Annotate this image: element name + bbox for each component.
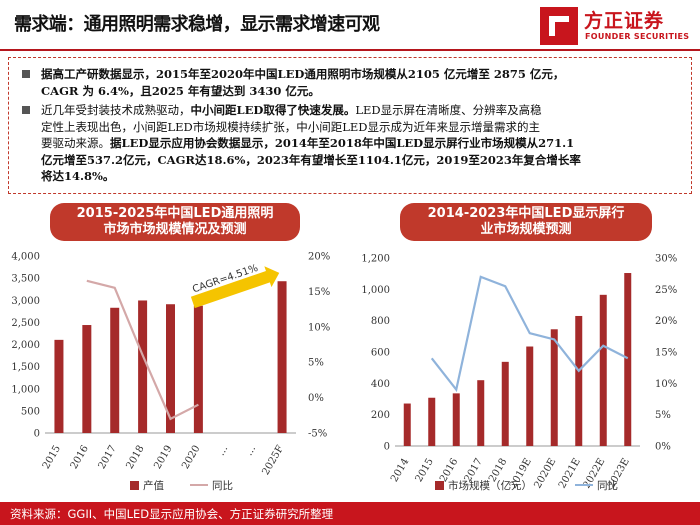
bullet-2-line-1a: 近几年受封装技术成熟驱动， xyxy=(41,103,191,117)
y-left-tick-label: 1,500 xyxy=(11,362,40,373)
y-left-tick-label: 0 xyxy=(384,442,390,453)
bar xyxy=(550,329,558,446)
y-right-tick-label: 5% xyxy=(308,358,324,369)
y-left-tick-label: 400 xyxy=(371,379,390,390)
bullet-1-line-2: CAGR 为 6.4%，且2025 年有望达到 3430 亿元。 xyxy=(41,83,320,98)
y-right-tick-label: 5% xyxy=(655,410,671,421)
y-left-tick-label: 1,200 xyxy=(361,254,390,265)
legend-label: 同比 xyxy=(597,479,618,492)
x-tick-label: 2016 xyxy=(69,444,91,472)
logo-en: FOUNDER SECURITIES xyxy=(585,32,690,41)
title-rule xyxy=(0,49,700,51)
x-tick-label: 2019 xyxy=(152,444,174,472)
y-left-tick-label: 600 xyxy=(371,348,390,359)
bar xyxy=(403,403,411,446)
legend-label: 产值 xyxy=(143,479,164,492)
y-right-tick-label: 20% xyxy=(655,316,677,327)
bar xyxy=(428,397,436,446)
y-right-tick-label: 25% xyxy=(655,285,677,296)
x-tick-label: 2014 xyxy=(389,457,411,485)
y-left-tick-label: 800 xyxy=(371,316,390,327)
bar xyxy=(624,273,632,446)
y-left-tick-label: 3,000 xyxy=(11,296,40,307)
y-right-tick-label: -5% xyxy=(308,429,327,440)
summary-box: 据高工产研数据显示，2015年至2020年中国LED通用照明市场规模从2105 … xyxy=(8,57,692,194)
bar xyxy=(166,304,175,433)
source-note: 资料来源：GGII、中国LED显示应用协会、方正证券研究所整理 xyxy=(10,507,334,521)
bar xyxy=(277,281,287,433)
y-left-tick-label: 2,500 xyxy=(11,318,40,329)
bullet-1: 据高工产研数据显示，2015年至2020年中国LED通用照明市场规模从2105 … xyxy=(19,66,681,99)
bullet-2-line-1c: LED显示屏在清晰度、分辨率及高稳 xyxy=(355,103,542,117)
bullet-2-line-1b: 中小间距LED取得了快速发展。 xyxy=(190,103,356,117)
x-tick-label: 2025F xyxy=(260,444,286,478)
header: 需求端：通用照明需求稳增，显示需求增速可观 方正证券 FOUNDER SECUR… xyxy=(0,0,700,52)
y-left-tick-label: 4,000 xyxy=(11,252,40,263)
y-right-tick-label: 10% xyxy=(655,379,677,390)
x-tick-label: … xyxy=(216,444,231,458)
y-right-tick-label: 15% xyxy=(308,287,330,298)
bullet-square-icon xyxy=(22,106,30,114)
bar xyxy=(452,393,460,446)
y-left-tick-label: 3,500 xyxy=(11,274,40,285)
company-logo: 方正证券 FOUNDER SECURITIES xyxy=(540,6,690,46)
bullet-2-line-5: 将达14.8%。 xyxy=(41,169,115,183)
x-tick-label: 2020 xyxy=(180,444,202,472)
y-right-tick-label: 0% xyxy=(308,393,324,404)
bullet-2-line-4: 亿元增至537.2亿元，CAGR达18.6%，2023年有望增长至1104.1亿… xyxy=(41,152,581,167)
bar xyxy=(575,315,583,446)
bar xyxy=(501,361,509,446)
bullet-1-line-1: 据高工产研数据显示，2015年至2020年中国LED通用照明市场规模从2105 … xyxy=(41,67,565,81)
y-right-tick-label: 30% xyxy=(655,254,677,265)
y-left-tick-label: 2,000 xyxy=(11,340,40,351)
logo-mark-icon xyxy=(540,7,578,45)
bullet-2-line-2: 定性上表现出色，小间距LED市场规模持续扩张，中小间距LED显示成为近年来显示增… xyxy=(41,119,540,134)
x-tick-label: 2017 xyxy=(97,444,119,472)
x-tick-label: 2020E xyxy=(532,457,558,491)
legend-label: 市场规模（亿元） xyxy=(448,479,532,492)
bar xyxy=(526,346,534,446)
y-right-tick-label: 20% xyxy=(308,252,330,263)
cagr-arrow: CAGR=4.51% xyxy=(190,263,280,309)
page-title: 需求端：通用照明需求稳增，显示需求增速可观 xyxy=(14,14,380,35)
right-chart-title-line-1: 2014-2023年中国LED显示屏行 xyxy=(427,206,625,221)
legend-swatch-bar xyxy=(435,481,444,490)
y-left-tick-label: 1,000 xyxy=(361,285,390,296)
cagr-arrow-shape xyxy=(190,266,280,309)
y-right-tick-label: 10% xyxy=(308,322,330,333)
left-chart-title: 2015-2025年中国LED通用照明 市场市场规模情况及预测 xyxy=(50,203,300,241)
bar xyxy=(477,380,485,446)
bar xyxy=(110,307,120,433)
legend-label: 同比 xyxy=(212,479,233,492)
bar xyxy=(599,294,607,446)
y-right-tick-label: 15% xyxy=(655,348,677,359)
x-tick-label: 2015 xyxy=(41,444,63,472)
bar xyxy=(54,339,64,433)
bullet-2: 近几年受封装技术成熟驱动，中小间距LED取得了快速发展。LED显示屏在清晰度、分… xyxy=(19,102,681,185)
x-tick-label: 2018 xyxy=(124,444,146,472)
right-chart-title-line-2: 业市场规模预测 xyxy=(480,222,572,237)
y-left-tick-label: 1,000 xyxy=(11,384,40,395)
bullet-2-line-3b: 据LED显示应用协会数据显示，2014年至2018年中国LED显示屏行业市场规模… xyxy=(110,136,575,150)
x-tick-label: … xyxy=(244,444,259,458)
logo-cn: 方正证券 xyxy=(584,10,665,32)
bullet-square-icon xyxy=(22,70,30,78)
x-tick-label: 2015 xyxy=(414,457,436,485)
bar xyxy=(138,300,148,433)
y-left-tick-label: 200 xyxy=(371,410,390,421)
y-left-tick-label: 0 xyxy=(34,429,40,440)
footer: 资料来源：GGII、中国LED显示应用协会、方正证券研究所整理 xyxy=(0,502,700,525)
y-left-tick-label: 500 xyxy=(21,406,40,417)
left-chart-title-line-2: 市场市场规模情况及预测 xyxy=(103,222,247,237)
bar xyxy=(193,305,203,433)
bullet-2-line-3a: 要驱动来源。 xyxy=(41,136,110,150)
right-chart-title: 2014-2023年中国LED显示屏行 业市场规模预测 xyxy=(400,203,652,241)
bar xyxy=(82,325,92,433)
left-chart-title-line-1: 2015-2025年中国LED通用照明 xyxy=(76,206,274,221)
legend-swatch-bar xyxy=(130,481,139,490)
y-right-tick-label: 0% xyxy=(655,442,671,453)
